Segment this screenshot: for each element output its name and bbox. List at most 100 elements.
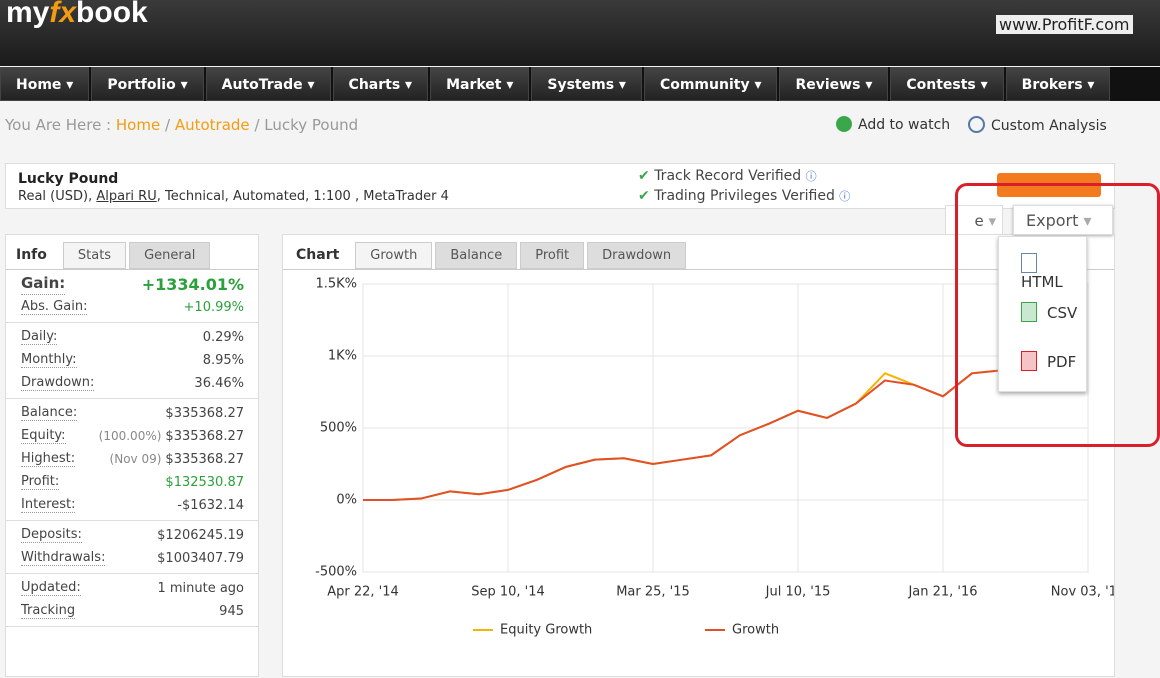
tab[interactable]: Growth: [355, 242, 433, 269]
stat-value-wrap: 1 minute ago: [157, 577, 244, 600]
tab[interactable]: Balance: [435, 242, 518, 269]
logo-part: fx: [49, 0, 77, 29]
watermark: www.ProfitF.com: [996, 15, 1133, 34]
breadcrumb: You Are Here : Home / Autotrade / Lucky …: [5, 116, 358, 134]
nav-item[interactable]: Community ▾: [643, 67, 778, 101]
stat-row: Balance: $335368.27: [6, 402, 258, 425]
stat-value: 8.95%: [202, 353, 244, 368]
highlight: [955, 183, 1160, 447]
stat-label: Interest:: [21, 497, 76, 513]
nav-item[interactable]: Brokers ▾: [1005, 67, 1111, 101]
action-label: Add to watch: [858, 117, 951, 133]
nav-item[interactable]: Systems ▾: [531, 67, 642, 101]
export-item[interactable]: HTML: [1021, 253, 1086, 291]
breadcrumb-link[interactable]: Home: [115, 116, 161, 134]
tab[interactable]: Profit: [520, 242, 585, 269]
stat-value: +10.99%: [183, 300, 244, 315]
hidden-button[interactable]: e ▾: [945, 205, 1003, 235]
export-menu: HTML CSV PDF: [998, 236, 1087, 392]
x-tick-label: Apr 22, '14: [327, 585, 399, 600]
y-tick-label: 1K%: [328, 349, 357, 364]
stat-label: Balance:: [21, 405, 78, 421]
export-item[interactable]: PDF: [1021, 351, 1076, 371]
stat-label: Monthly:: [21, 352, 77, 368]
detail: , Technical, Automated, 1:100 , MetaTrad…: [156, 189, 449, 204]
export-label: CSV: [1047, 304, 1078, 322]
header: myfxbook www.ProfitF.com: [0, 0, 1160, 66]
stat-row: Tracking 945: [6, 600, 258, 623]
help[interactable]: ⓘ: [839, 190, 851, 203]
icon: [968, 116, 985, 133]
stat-value: -$1632.14: [177, 498, 244, 513]
stat-group: Daily: 0.29% Monthly: 8.95% Drawdown: 36.46%: [6, 323, 258, 399]
chart-panel: Chart Growth Balance Profit Drawdown 1.5K% 1K…: [282, 234, 1115, 677]
stat-row: Highest: (Nov 09) $335368.27: [6, 448, 258, 471]
stat-label: Tracking: [21, 603, 76, 619]
nav-item[interactable]: Market ▾: [430, 67, 530, 101]
verified: ✔ Track Record Verified ⓘ: [638, 168, 817, 184]
stat-value-wrap: $1206245.19: [157, 524, 244, 547]
y-tick-label: 0%: [336, 493, 357, 508]
stat-row: Interest: -$1632.14: [6, 494, 258, 517]
nav-item[interactable]: Charts ▾: [332, 67, 429, 101]
account-name: Lucky Pound: [18, 171, 119, 187]
info-tabs: Info Stats General: [6, 235, 258, 270]
export-item[interactable]: CSV: [1021, 302, 1077, 322]
custom-analysis[interactable]: Custom Analysis: [968, 116, 1107, 134]
x-tick-label: Mar 25, '15: [616, 585, 690, 600]
stat-row: Drawdown: 36.46%: [6, 372, 258, 395]
nav-item[interactable]: Reviews ▾: [779, 67, 889, 101]
caret: ▾: [988, 212, 996, 230]
verified-label: Trading Privileges Verified: [654, 188, 835, 204]
broker-link[interactable]: Alpari RU: [96, 189, 157, 204]
x-tick-label: Jul 10, '15: [765, 585, 831, 600]
stat-value: 945: [219, 604, 244, 619]
stat-label: Profit:: [21, 474, 60, 490]
tab[interactable]: Drawdown: [587, 242, 687, 269]
y-tick-label: 500%: [320, 421, 357, 436]
stat-value-wrap: +1334.01%: [142, 273, 244, 296]
separator: /: [254, 116, 260, 134]
stat-value: $132530.87: [165, 475, 244, 490]
export-button[interactable]: Export ▾: [1013, 205, 1113, 235]
stat-value: 0.29%: [202, 330, 244, 345]
nav-item[interactable]: AutoTrade ▾: [205, 67, 331, 101]
stat-row: Deposits: $1206245.19: [6, 524, 258, 547]
account-box: Lucky Pound Real (USD), Alpari RU, Techn…: [5, 163, 1115, 209]
stat-row: Withdrawals: $1003407.79: [6, 547, 258, 570]
nav-item[interactable]: Contests ▾: [890, 67, 1004, 101]
logo[interactable]: myfxbook: [6, 0, 148, 30]
x-tick-label: Nov 03, '16: [1051, 585, 1114, 600]
legend-label: Equity Growth: [500, 623, 592, 638]
series-line: [363, 369, 1002, 501]
add-watch[interactable]: Add to watch: [836, 116, 950, 133]
y-tick-label: -500%: [315, 565, 357, 580]
export-label: PDF: [1047, 353, 1077, 371]
stat-label: Drawdown:: [21, 375, 95, 391]
stat-group: Gain: +1334.01% Abs. Gain: +10.99%: [6, 270, 258, 323]
stat-row: Profit: $132530.87: [6, 471, 258, 494]
export-label: HTML: [1021, 273, 1063, 291]
tab[interactable]: Stats: [62, 242, 127, 269]
breadcrumb-current: Lucky Pound: [264, 116, 359, 134]
stat-row: Equity: (100.00%) $335368.27: [6, 425, 258, 448]
stat-label: Gain:: [21, 276, 66, 295]
tab[interactable]: General: [129, 242, 211, 269]
nav-item[interactable]: Portfolio ▾: [91, 67, 204, 101]
stat-label: Highest:: [21, 451, 76, 467]
stat-value: $335368.27: [165, 429, 244, 444]
stat-value-wrap: -$1632.14: [177, 494, 244, 517]
file-icon: [1021, 351, 1037, 371]
x-tick-label: Jan 21, '16: [907, 585, 977, 600]
stat-value-wrap: $132530.87: [165, 471, 244, 494]
stat-row: Daily: 0.29%: [6, 326, 258, 349]
stat-value-wrap: +10.99%: [184, 296, 244, 319]
help[interactable]: ⓘ: [805, 170, 817, 183]
breadcrumb-link[interactable]: Autotrade: [174, 116, 250, 134]
stat-label: Equity:: [21, 428, 66, 444]
action-label: Custom Analysis: [991, 118, 1107, 134]
nav-item[interactable]: Home ▾: [0, 67, 90, 101]
stat-value-wrap: 36.46%: [194, 372, 244, 395]
